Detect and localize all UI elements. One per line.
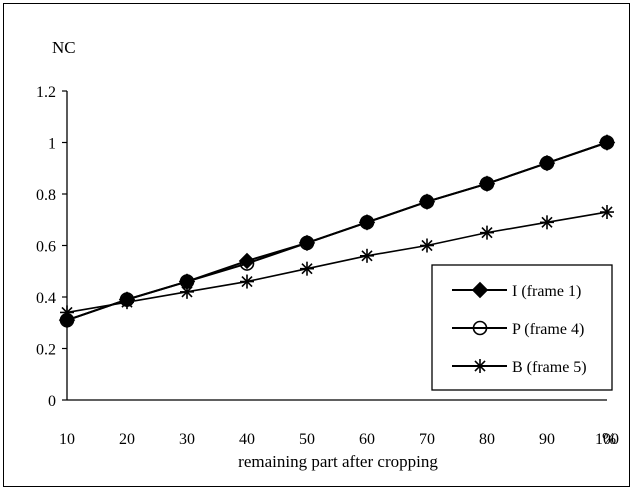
- series-line-3: [66, 211, 608, 314]
- asterisk-stroke: [541, 216, 553, 228]
- series-1-point: [598, 134, 616, 151]
- series-3-point: [360, 248, 374, 263]
- y-tick-label: 0.2: [36, 342, 56, 359]
- series-1-point: [58, 311, 76, 329]
- y-tick-label: 0.4: [36, 290, 56, 307]
- series-line-1: [66, 141, 608, 322]
- series-1-point: [538, 154, 556, 172]
- series-1-point: [118, 291, 136, 308]
- x-tick-label: 50: [299, 431, 315, 448]
- y-tick-label: 1.2: [36, 84, 56, 101]
- legend-label: P (frame 4): [512, 321, 584, 338]
- series-3-point: [300, 261, 314, 276]
- series-3-point: [240, 274, 254, 289]
- chart-frame: [3, 3, 630, 487]
- asterisk-stroke: [181, 286, 193, 298]
- x-tick-label: 30: [179, 431, 195, 448]
- x-tick-label: 70: [419, 431, 435, 448]
- series-3-point: [600, 205, 614, 220]
- asterisk-stroke: [474, 360, 486, 372]
- x-unit-label: %: [602, 429, 616, 448]
- series-3-point: [420, 238, 434, 253]
- y-tick-label: 0.6: [36, 239, 56, 256]
- series-1-point: [178, 273, 196, 290]
- asterisk-stroke: [481, 227, 493, 239]
- legend-marker: [472, 320, 488, 336]
- y-tick-label: 0: [48, 393, 56, 410]
- asterisk-stroke: [301, 263, 313, 275]
- x-tick-label: 20: [119, 431, 135, 448]
- x-tick-label: 100: [595, 431, 619, 448]
- series-1-point: [358, 214, 376, 231]
- legend-marker: [471, 281, 489, 299]
- legend-marker: [473, 359, 487, 373]
- x-tick-label: 60: [359, 431, 375, 448]
- x-tick-label: 10: [59, 431, 75, 448]
- x-tick-label: 80: [479, 431, 495, 448]
- asterisk-stroke: [421, 239, 433, 252]
- legend-label: I (frame 1): [512, 283, 581, 300]
- y-axis-label: NC: [52, 38, 76, 57]
- y-tick-label: 0.8: [36, 187, 56, 204]
- series-3-point: [540, 215, 554, 230]
- x-tick-label: 40: [239, 431, 255, 448]
- asterisk-stroke: [601, 206, 613, 218]
- series-1-point: [298, 234, 316, 252]
- series-1-point: [478, 175, 496, 192]
- y-tick-label: 1: [48, 136, 56, 153]
- x-tick-label: 90: [539, 431, 555, 448]
- asterisk-stroke: [241, 275, 253, 288]
- series-3-point: [480, 225, 494, 240]
- x-axis-label: remaining part after cropping: [238, 452, 438, 471]
- series-1-point: [238, 252, 256, 270]
- legend-label: B (frame 5): [512, 359, 587, 376]
- asterisk-stroke: [361, 250, 373, 262]
- series-1-point: [418, 193, 436, 210]
